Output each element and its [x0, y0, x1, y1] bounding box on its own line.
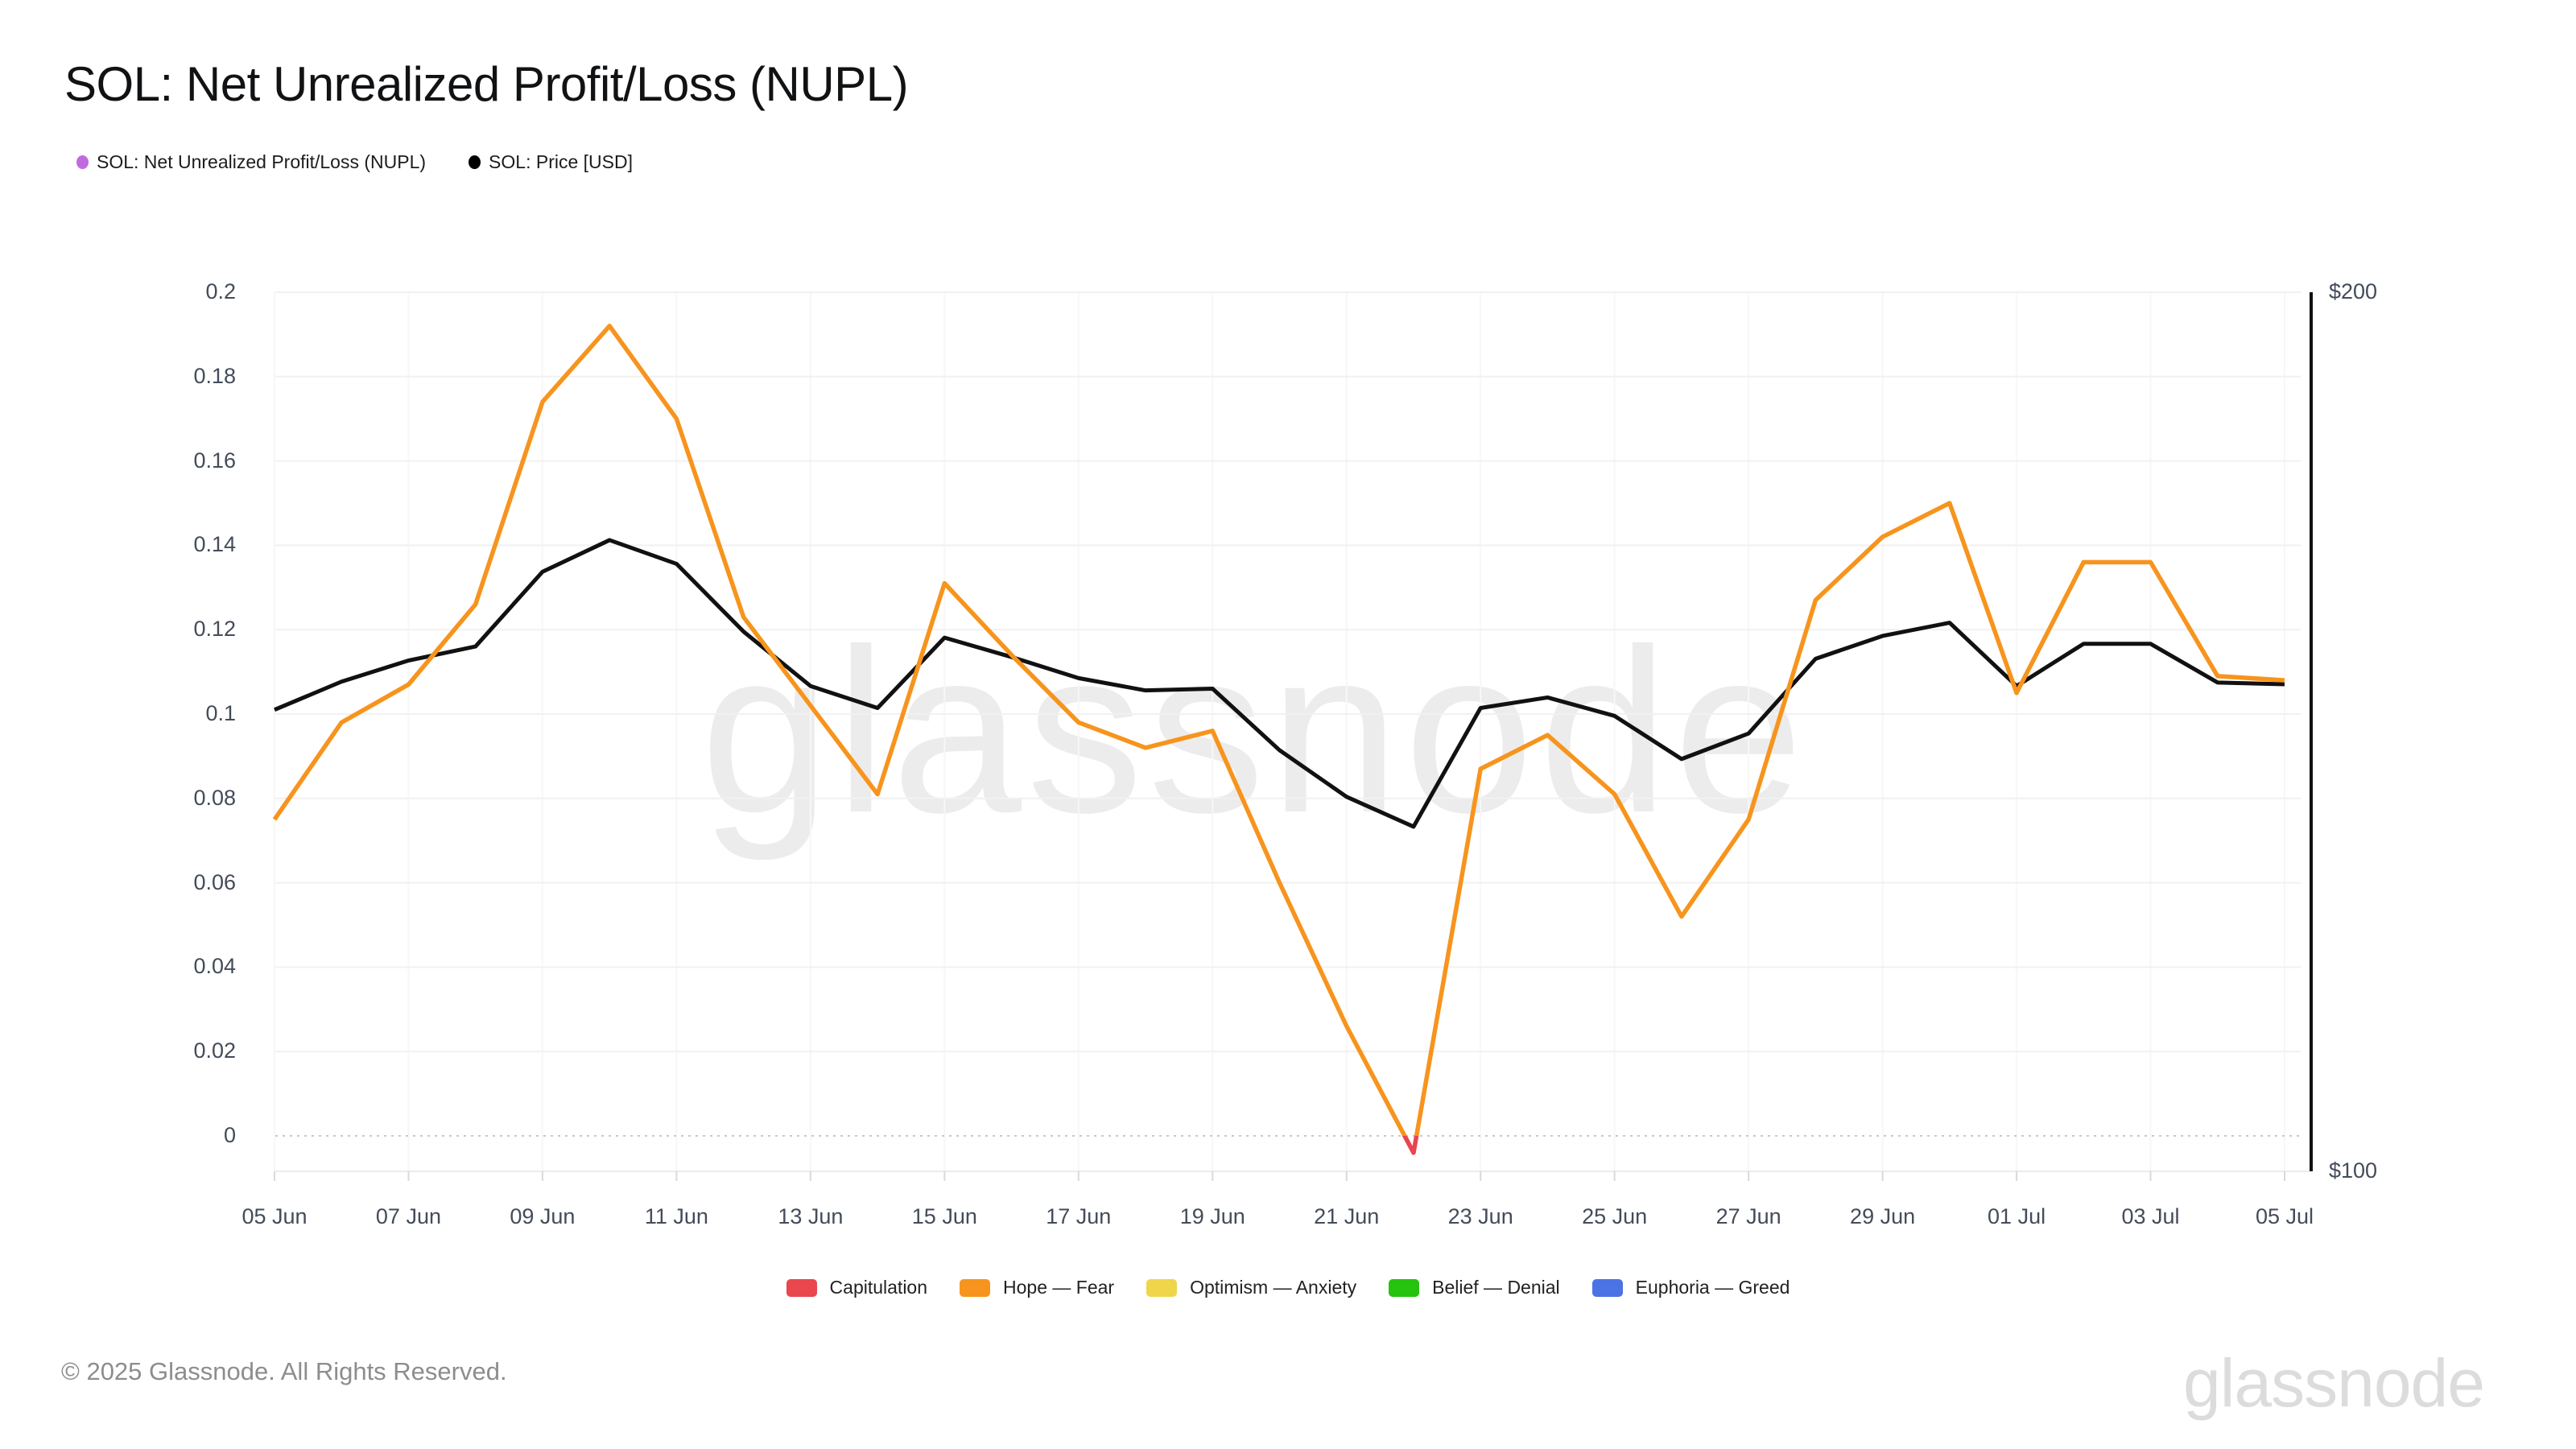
- x-axis-tick: 09 Jun: [510, 1204, 576, 1228]
- x-axis-tick: 13 Jun: [778, 1204, 844, 1228]
- x-axis-tick: 15 Jun: [911, 1204, 977, 1228]
- x-axis-tick: 17 Jun: [1046, 1204, 1112, 1228]
- series-legend-item: SOL: Price [USD]: [469, 151, 633, 173]
- zone-legend-item: Hope — Fear: [960, 1277, 1114, 1298]
- zone-legend-item: Capitulation: [786, 1277, 927, 1298]
- x-axis-tick: 03 Jul: [2121, 1204, 2180, 1228]
- left-axis-tick: 0.08: [193, 785, 236, 810]
- zone-legend-swatch: [786, 1278, 817, 1297]
- zone-legend-swatch: [1591, 1278, 1623, 1297]
- zone-legend-item: Optimism — Anxiety: [1146, 1277, 1356, 1298]
- x-axis-tick: 05 Jul: [2255, 1204, 2314, 1228]
- right-axis-tick: $200: [2329, 279, 2378, 303]
- series-legend-dot-icon: [469, 155, 481, 169]
- series-legend-item: SOL: Net Unrealized Profit/Loss (NUPL): [76, 151, 426, 173]
- nupl-line: [272, 324, 2285, 1136]
- left-axis-tick: 0.1: [205, 701, 236, 725]
- x-axis-tick: 23 Jun: [1447, 1204, 1513, 1228]
- left-axis-tick: 0.12: [193, 617, 236, 642]
- zone-legend-label: Hope — Fear: [1003, 1277, 1115, 1298]
- series-legend: SOL: Net Unrealized Profit/Loss (NUPL) SO…: [76, 151, 633, 173]
- series-legend-dot-icon: [76, 155, 89, 169]
- series-legend-label: SOL: Price [USD]: [489, 151, 633, 172]
- right-axis-tick: $100: [2329, 1158, 2378, 1183]
- zone-legend-item: Euphoria — Greed: [1591, 1277, 1790, 1298]
- x-axis-tick: 29 Jun: [1850, 1204, 1916, 1228]
- x-axis-tick: 01 Jul: [1988, 1204, 2046, 1228]
- left-axis-tick: 0.04: [193, 954, 236, 979]
- zone-legend-label: Capitulation: [829, 1277, 928, 1298]
- x-axis-tick: 21 Jun: [1314, 1204, 1380, 1228]
- copyright-text: © 2025 Glassnode. All Rights Reserved.: [61, 1357, 507, 1385]
- zone-legend-label: Euphoria — Greed: [1635, 1277, 1790, 1298]
- nupl-line-capitulation: [1402, 1136, 1419, 1155]
- zone-legend-swatch: [960, 1278, 991, 1297]
- x-axis-tick: 11 Jun: [644, 1204, 708, 1228]
- left-axis-tick: 0.02: [193, 1038, 236, 1063]
- left-axis-tick: 0.06: [193, 869, 236, 894]
- chart-title: SOL: Net Unrealized Profit/Loss (NUPL): [64, 57, 909, 111]
- series-legend-label: SOL: Net Unrealized Profit/Loss (NUPL): [97, 151, 427, 172]
- x-axis-tick: 25 Jun: [1582, 1204, 1648, 1228]
- left-axis-tick: 0.14: [193, 532, 236, 557]
- zone-legend-swatch: [1146, 1278, 1178, 1297]
- left-axis-tick: 0.18: [193, 363, 236, 388]
- nupl-zones-legend: Capitulation Hope — Fear Optimism — Anxiet…: [0, 1277, 2576, 1298]
- x-axis-tick: 05 Jun: [242, 1204, 308, 1228]
- zone-legend-label: Belief — Denial: [1432, 1277, 1560, 1298]
- zone-legend-swatch: [1389, 1278, 1420, 1297]
- glassnode-wordmark: glassnode: [2183, 1345, 2485, 1421]
- left-axis-tick: 0.2: [205, 279, 236, 303]
- price-line: [274, 538, 2285, 829]
- zone-legend-item: Belief — Denial: [1389, 1277, 1560, 1298]
- left-axis-tick: 0: [223, 1123, 236, 1147]
- x-axis-tick: 27 Jun: [1715, 1204, 1781, 1228]
- left-axis-tick: 0.16: [193, 448, 236, 473]
- zone-legend-label: Optimism — Anxiety: [1190, 1277, 1357, 1298]
- x-axis-tick: 07 Jun: [375, 1204, 441, 1228]
- x-axis-tick: 19 Jun: [1179, 1204, 1245, 1228]
